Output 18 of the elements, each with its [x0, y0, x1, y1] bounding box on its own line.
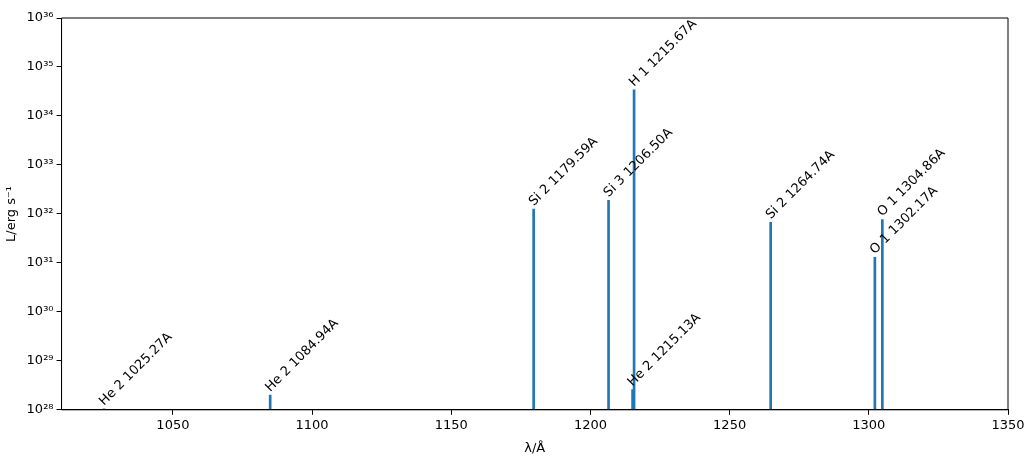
y-axis-title: L/erg s⁻¹ — [3, 185, 19, 242]
y-tick-label: 10³² — [26, 205, 54, 221]
y-tick-label: 10³⁵ — [26, 58, 54, 74]
y-tick-label: 10³⁰ — [26, 303, 54, 319]
y-tick-label: 10²⁸ — [26, 401, 54, 417]
x-tick-label: 1300 — [852, 416, 886, 432]
x-tick-label: 1050 — [156, 416, 190, 432]
y-tick-label: 10³⁶ — [26, 9, 54, 25]
y-tick-label: 10³⁴ — [26, 107, 54, 123]
x-tick-label: 1100 — [295, 416, 329, 432]
x-tick-label: 1350 — [991, 416, 1025, 432]
x-tick-label: 1150 — [434, 416, 468, 432]
y-tick-label: 10³³ — [26, 156, 54, 172]
y-tick-label: 10³¹ — [26, 254, 54, 270]
x-tick-label: 1200 — [573, 416, 607, 432]
x-tick-label: 1250 — [713, 416, 747, 432]
x-axis-title: λ/Å — [524, 439, 546, 455]
y-tick-label: 10²⁹ — [26, 352, 54, 368]
